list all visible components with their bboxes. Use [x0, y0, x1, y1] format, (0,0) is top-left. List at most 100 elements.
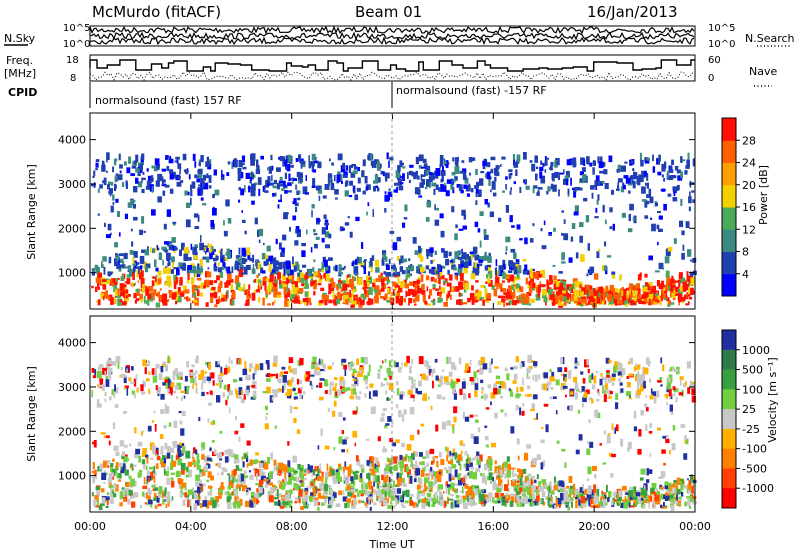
data-cell — [549, 275, 553, 283]
data-cell — [281, 366, 286, 370]
data-cell — [164, 499, 166, 502]
data-cell — [259, 363, 264, 371]
data-cell — [124, 444, 128, 448]
data-cell — [178, 262, 183, 268]
data-cell — [387, 191, 393, 197]
data-cell — [204, 464, 208, 472]
data-cell — [466, 457, 470, 462]
data-cell — [140, 384, 144, 392]
data-cell — [633, 171, 636, 179]
data-cell — [245, 490, 248, 496]
data-cell — [636, 283, 640, 290]
data-cell — [170, 387, 173, 396]
data-cell — [375, 457, 379, 465]
data-cell — [673, 238, 677, 244]
data-cell — [446, 356, 449, 364]
data-cell — [242, 368, 248, 376]
data-cell — [229, 480, 234, 488]
data-cell — [256, 498, 259, 505]
data-cell — [553, 227, 556, 232]
data-cell — [514, 473, 517, 477]
data-cell — [223, 220, 225, 226]
data-cell — [652, 154, 654, 162]
data-cell — [573, 187, 577, 193]
data-cell — [529, 274, 534, 279]
data-cell — [171, 262, 174, 269]
data-cell — [174, 247, 178, 251]
data-cell — [550, 386, 554, 390]
data-cell — [309, 485, 314, 489]
data-cell — [295, 226, 300, 233]
data-cell — [338, 436, 343, 444]
data-cell — [177, 287, 181, 295]
data-cell — [313, 259, 316, 263]
data-cell — [625, 391, 631, 397]
data-cell — [287, 441, 290, 446]
data-cell — [234, 476, 236, 483]
data-cell — [452, 157, 455, 162]
data-cell — [250, 154, 253, 160]
data-cell — [238, 269, 244, 278]
data-cell — [140, 391, 145, 395]
data-cell — [117, 211, 120, 217]
data-cell — [371, 255, 375, 261]
data-cell — [325, 225, 328, 230]
data-cell — [548, 234, 552, 236]
data-cell — [368, 480, 372, 487]
data-cell — [252, 497, 256, 503]
data-cell — [300, 272, 304, 278]
data-cell — [239, 377, 243, 381]
data-cell — [645, 495, 649, 502]
data-cell — [348, 469, 351, 478]
data-cell — [565, 394, 567, 398]
data-cell — [175, 156, 180, 160]
data-cell — [424, 361, 430, 367]
data-cell — [475, 468, 480, 473]
data-cell — [103, 435, 107, 438]
data-cell — [209, 251, 213, 260]
data-cell — [153, 465, 156, 474]
data-cell — [100, 432, 106, 435]
data-cell — [270, 154, 273, 161]
data-cell — [451, 488, 456, 492]
data-cell — [523, 270, 526, 274]
data-cell — [230, 289, 235, 293]
data-cell — [304, 291, 308, 297]
data-cell — [601, 265, 605, 271]
data-cell — [175, 294, 179, 301]
data-cell — [116, 294, 121, 298]
data-cell — [532, 223, 535, 227]
data-cell — [475, 280, 479, 283]
data-cell — [516, 438, 520, 445]
data-cell — [121, 264, 126, 268]
data-cell — [101, 472, 107, 480]
data-cell — [272, 282, 278, 291]
data-cell — [672, 197, 678, 202]
data-cell — [313, 478, 316, 482]
data-cell — [178, 484, 181, 487]
data-cell — [293, 297, 298, 304]
data-cell — [545, 157, 549, 160]
data-cell — [301, 283, 305, 286]
data-cell — [539, 499, 542, 504]
data-cell — [200, 189, 203, 196]
data-cell — [153, 410, 156, 414]
data-cell — [597, 156, 600, 164]
data-cell — [680, 424, 686, 428]
data-cell — [293, 396, 298, 400]
data-cell — [420, 174, 423, 181]
data-cell — [281, 247, 285, 254]
data-cell — [264, 185, 266, 190]
data-cell — [317, 468, 320, 476]
data-cell — [393, 464, 398, 471]
data-cell — [161, 491, 166, 498]
data-cell — [586, 359, 589, 366]
data-cell — [109, 482, 112, 487]
data-cell — [374, 289, 378, 294]
data-cell — [278, 199, 282, 203]
data-cell — [220, 366, 223, 374]
data-cell — [316, 476, 322, 481]
data-cell — [173, 274, 178, 281]
data-cell — [322, 363, 326, 368]
data-cell — [185, 450, 191, 459]
